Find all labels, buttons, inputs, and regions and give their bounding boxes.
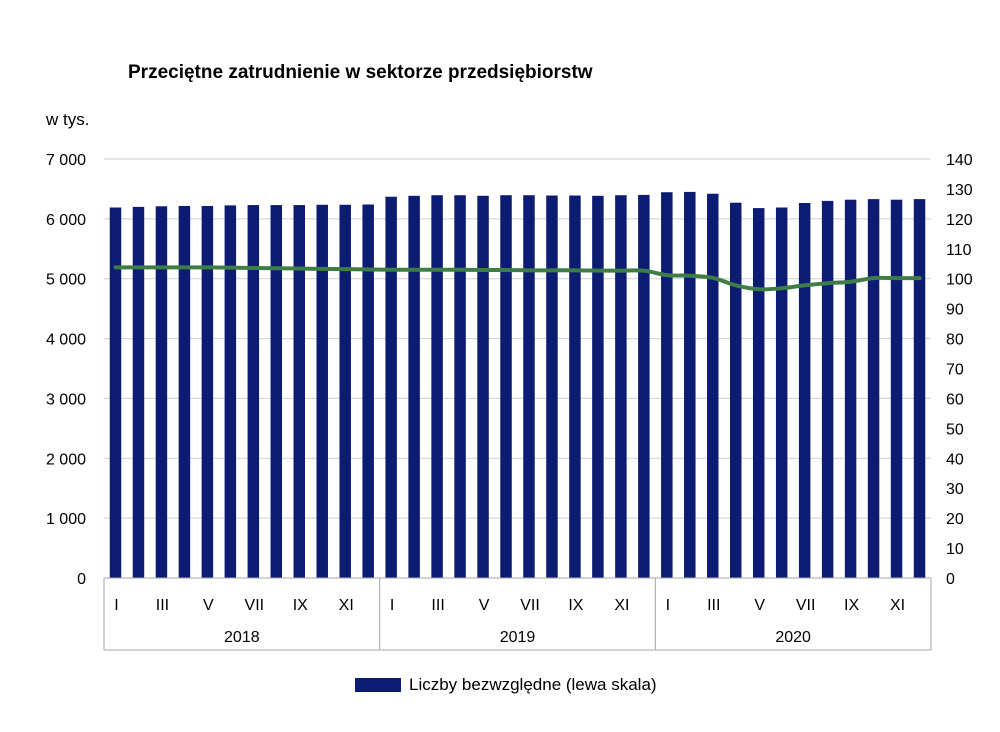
- right-axis-tick-label: 140: [946, 152, 973, 169]
- x-axis-month-label: XI: [890, 597, 905, 614]
- right-axis-tick-label: 50: [946, 421, 964, 438]
- bar: [316, 204, 328, 578]
- bar: [339, 204, 351, 578]
- bar: [615, 195, 627, 579]
- bar: [638, 194, 650, 578]
- x-axis-month-label: I: [390, 597, 394, 614]
- gridlines: [104, 158, 931, 519]
- bar: [752, 208, 765, 578]
- right-axis-tick-label: 120: [946, 212, 973, 229]
- bar: [890, 199, 903, 578]
- bar: [247, 205, 260, 578]
- left-axis-tick-label: 6 000: [46, 212, 86, 229]
- x-axis-month-label: IX: [844, 597, 859, 614]
- x-axis-month-label: I: [114, 597, 118, 614]
- x-axis-month-label: VII: [520, 597, 540, 614]
- x-axis-month-label: V: [203, 597, 214, 614]
- axes: 0 1 000 2 000 3 000 4 000 5 000 6 000 7 000 0 10 2…: [46, 152, 973, 651]
- right-axis-tick-label: 40: [946, 451, 964, 468]
- right-axis-tick-label: 30: [946, 481, 964, 498]
- right-axis-tick-label: 80: [946, 332, 964, 349]
- bar-series: [109, 191, 926, 579]
- x-axis-month-label: III: [156, 597, 169, 614]
- x-axis-month-label: IX: [293, 597, 308, 614]
- x-axis-year-label: 2019: [500, 629, 536, 646]
- legend: Liczby bezwzględne (lewa skala): [355, 675, 657, 695]
- bar: [454, 195, 466, 579]
- right-axis-tick-label: 90: [946, 302, 964, 319]
- bar: [844, 199, 857, 578]
- bar: [569, 195, 581, 578]
- bar: [132, 206, 145, 578]
- line-series-path: [113, 265, 922, 292]
- bar: [385, 196, 397, 578]
- x-axis-month-label: XI: [339, 597, 354, 614]
- bar: [477, 195, 489, 579]
- x-axis-month-label: I: [666, 597, 670, 614]
- line-series: [113, 265, 922, 292]
- bar: [523, 195, 535, 579]
- left-axis-tick-label: 0: [77, 571, 86, 588]
- x-axis-month-label: III: [431, 597, 444, 614]
- bar: [913, 199, 926, 578]
- right-axis-tick-label: 10: [946, 541, 964, 558]
- bar: [592, 195, 604, 579]
- left-axis-tick-label: 2 000: [46, 451, 86, 468]
- x-axis-year-label: 2018: [224, 629, 260, 646]
- legend-swatch: [355, 678, 401, 692]
- bar: [201, 205, 214, 578]
- bar: [798, 202, 811, 578]
- bar: [362, 204, 374, 578]
- bar: [684, 191, 696, 578]
- bar: [821, 200, 834, 578]
- x-axis-month-label: III: [707, 597, 720, 614]
- bar: [867, 199, 880, 578]
- bar: [224, 205, 237, 578]
- left-axis-tick-label: 7 000: [46, 152, 86, 169]
- bar: [408, 195, 420, 579]
- x-axis-month-label: IX: [568, 597, 583, 614]
- right-axis-tick-label: 0: [946, 571, 955, 588]
- bar: [546, 195, 558, 578]
- bar: [729, 202, 742, 578]
- x-axis-year-label: 2020: [775, 629, 811, 646]
- right-axis-tick-label: 20: [946, 511, 964, 528]
- right-axis-tick-label: 110: [946, 242, 972, 259]
- bar: [500, 195, 512, 579]
- left-axis-tick-label: 5 000: [46, 272, 86, 289]
- x-axis-month-label: XI: [614, 597, 629, 614]
- x-axis-month-label: VII: [796, 597, 816, 614]
- bar: [431, 195, 443, 579]
- bar: [155, 206, 168, 578]
- right-axis-tick-label: 100: [946, 272, 973, 289]
- left-axis-tick-label: 1 000: [46, 511, 86, 528]
- right-axis-tick-label: 70: [946, 362, 964, 379]
- left-axis-tick-label: 3 000: [46, 391, 86, 408]
- bar: [178, 205, 191, 578]
- x-axis-month-label: V: [754, 597, 765, 614]
- left-axis-tick-label: 4 000: [46, 332, 86, 349]
- left-axis-unit-label: w tys.: [46, 110, 90, 129]
- right-axis-tick-label: 130: [946, 182, 973, 199]
- bar: [109, 207, 122, 578]
- legend-label: Liczby bezwzględne (lewa skala): [409, 675, 657, 694]
- bar: [293, 205, 306, 578]
- bar: [707, 193, 719, 578]
- x-axis-month-label: VII: [245, 597, 265, 614]
- bar: [661, 192, 673, 579]
- chart-title: Przeciętne zatrudnienie w sektorze przed…: [128, 62, 593, 83]
- right-axis-tick-label: 60: [946, 391, 964, 408]
- bar: [775, 207, 788, 578]
- x-axis-month-label: V: [479, 597, 490, 614]
- bar: [270, 205, 283, 578]
